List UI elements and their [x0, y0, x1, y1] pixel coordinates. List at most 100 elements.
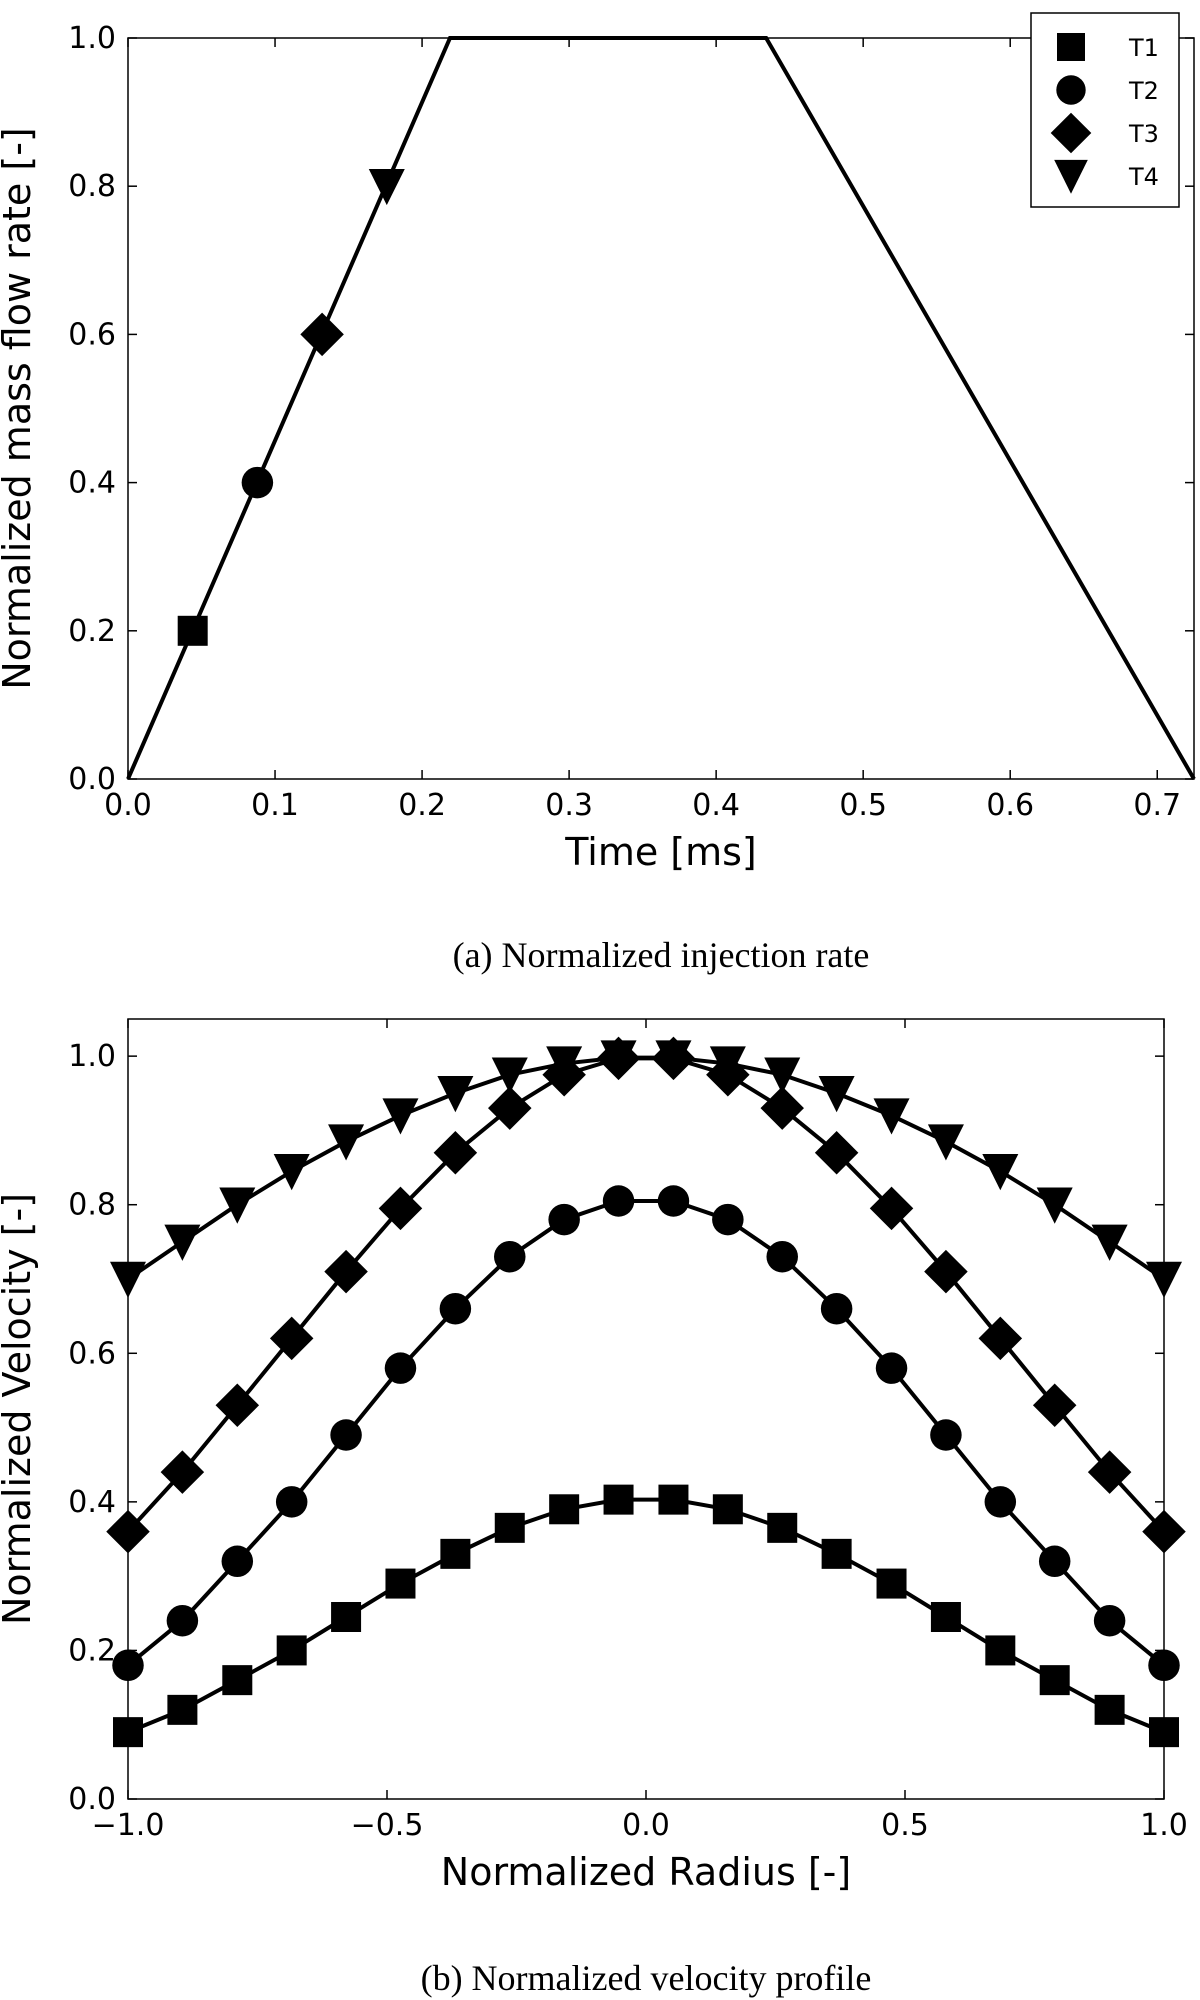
- marker-t3-point: [160, 1450, 205, 1494]
- marker-t2-point: [221, 1545, 254, 1578]
- marker-t4-point: [764, 1057, 801, 1094]
- legend-label-t4: T4: [1128, 163, 1159, 191]
- y-tick-label: 0.6: [68, 1336, 116, 1371]
- marker-t4-point: [982, 1154, 1019, 1191]
- marker-t4-point: [873, 1098, 910, 1135]
- marker-t3-point: [488, 1086, 532, 1130]
- marker-t3-point: [924, 1249, 968, 1294]
- marker-t1-point: [440, 1538, 471, 1569]
- marker-t1-point: [876, 1568, 907, 1599]
- x-tick-label: 0.7: [1133, 788, 1181, 823]
- panel-b-velocity-profile: −1.0 −0.5 0.0 0.5 1.0 0.0 0.2 0.4 0.6 0.8 1.0 Norma…: [0, 1018, 1188, 1998]
- marker-t4-point: [709, 1046, 746, 1083]
- marker-t2-point: [984, 1486, 1017, 1518]
- plot-frame: [127, 37, 1195, 780]
- x-tick-label: 0.6: [986, 788, 1034, 823]
- marker-t4-point: [818, 1076, 855, 1113]
- marker-t2-point: [1038, 1545, 1071, 1578]
- x-tick-label: 0.0: [104, 788, 152, 823]
- marker-t1-point: [167, 1694, 198, 1725]
- marker-t4-point: [927, 1124, 964, 1161]
- marker-t3-point: [378, 1186, 423, 1231]
- marker-t2-point: [875, 1352, 908, 1384]
- x-tick-label: 0.2: [398, 788, 446, 823]
- marker-t4-point: [164, 1224, 201, 1261]
- marker-t2-point: [602, 1185, 635, 1217]
- marker-t3-point: [814, 1130, 859, 1175]
- marker-t2-point: [1093, 1604, 1126, 1637]
- marker-t4: [368, 168, 405, 206]
- x-tick-label: 1.0: [1140, 1808, 1188, 1843]
- marker-t3-point: [1087, 1450, 1132, 1494]
- marker-t4-point: [655, 1040, 692, 1077]
- marker-t4-point: [382, 1098, 419, 1135]
- y-tick-label: 1.0: [68, 1039, 116, 1074]
- marker-t2-point: [330, 1419, 362, 1451]
- marker-t4-point: [600, 1040, 637, 1077]
- legend: T1 T2 T3 T4: [1030, 12, 1180, 208]
- marker-t4-point: [1091, 1224, 1128, 1261]
- marker-t2-point: [657, 1185, 690, 1217]
- marker-t3-point: [269, 1316, 314, 1361]
- legend-marker-t1: [1057, 33, 1085, 61]
- x-tick-label: 0.0: [622, 1808, 670, 1843]
- marker-t1-point: [1094, 1694, 1125, 1725]
- y-axis-label: Normalized Velocity [-]: [0, 1193, 39, 1625]
- marker-t2-point: [439, 1292, 472, 1325]
- x-tick-label: −0.5: [351, 1808, 424, 1843]
- y-tick-label: 0.8: [68, 1188, 116, 1223]
- plot-frame: [127, 1018, 1165, 1800]
- marker-t1-point: [385, 1568, 416, 1599]
- marker-t3-point: [869, 1186, 914, 1231]
- x-tick-label: 0.5: [839, 788, 887, 823]
- marker-t3: [300, 312, 344, 357]
- marker-t1-point: [767, 1512, 798, 1543]
- y-tick-label: 0.0: [68, 1782, 116, 1817]
- legend-label-t1: T1: [1128, 34, 1159, 62]
- marker-t3-point: [1032, 1383, 1077, 1428]
- marker-t4-point: [546, 1046, 583, 1083]
- figure-caption: (b) Normalized velocity profile: [421, 1958, 872, 1998]
- series-line-t2: [126, 1199, 1166, 1667]
- marker-t3-point: [433, 1130, 478, 1175]
- marker-t2: [241, 466, 274, 499]
- y-tick-label: 0.2: [68, 614, 116, 649]
- legend-marker-t2: [1056, 75, 1086, 105]
- series-line-t3: [126, 1056, 1166, 1533]
- marker-t4-point: [328, 1124, 365, 1161]
- x-tick-label: 0.3: [545, 788, 593, 823]
- marker-t4-point: [437, 1076, 474, 1113]
- marker-t2-point: [712, 1203, 744, 1236]
- marker-t1: [177, 615, 208, 646]
- marker-t2-point: [930, 1419, 962, 1451]
- marker-t1-point: [222, 1665, 253, 1696]
- marker-t2-point: [548, 1203, 580, 1236]
- marker-t2-point: [766, 1240, 798, 1273]
- marker-t3-point: [324, 1249, 368, 1294]
- marker-t1-point: [494, 1512, 525, 1543]
- marker-t4-point: [491, 1057, 528, 1094]
- y-tick-label: 0.4: [68, 1485, 116, 1520]
- marker-t1-point: [930, 1602, 961, 1632]
- marker-t1-point: [1039, 1665, 1070, 1696]
- marker-t4-point: [1036, 1187, 1073, 1224]
- marker-t4-point: [219, 1187, 256, 1224]
- marker-t1-point: [712, 1494, 743, 1525]
- x-tick-label: −1.0: [92, 1808, 165, 1843]
- marker-t1-point: [331, 1602, 362, 1632]
- legend-box: [1030, 12, 1180, 208]
- y-tick-label: 0.2: [68, 1633, 116, 1668]
- legend-marker-t3: [1050, 112, 1092, 154]
- marker-t2-point: [384, 1352, 417, 1384]
- marker-t1-point: [603, 1484, 634, 1515]
- marker-t2-point: [494, 1240, 526, 1273]
- marker-t1-point: [658, 1484, 689, 1515]
- marker-t4-point: [273, 1154, 310, 1191]
- panel-a-injection-rate: 0.0 0.1 0.2 0.3 0.4 0.5 0.6 0.7 0.0 0.2 0.4 0.6 0.8 1…: [0, 12, 1196, 975]
- marker-t1-point: [985, 1635, 1016, 1666]
- legend-label-t2: T2: [1128, 77, 1159, 105]
- y-tick-label: 0.8: [68, 169, 116, 204]
- marker-t1-point: [549, 1494, 580, 1525]
- x-axis-label: Normalized Radius [-]: [441, 1850, 851, 1894]
